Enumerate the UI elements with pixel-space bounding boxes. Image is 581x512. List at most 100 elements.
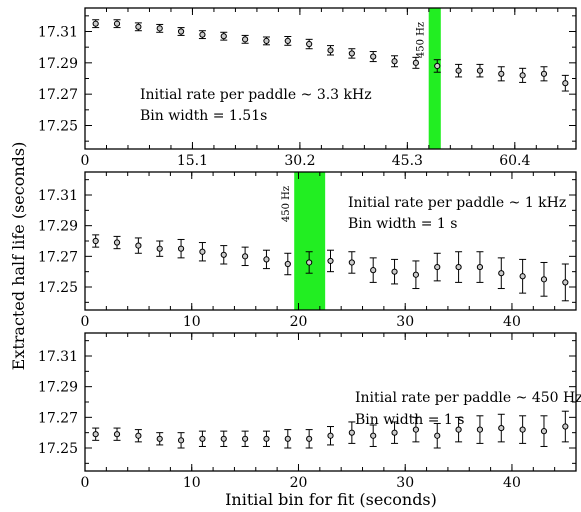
marker — [135, 432, 142, 439]
marker — [284, 260, 291, 268]
data-point — [561, 263, 569, 302]
y-tick-label: 17.31 — [38, 349, 78, 365]
data-point — [113, 235, 121, 250]
data-point — [305, 251, 313, 274]
band-label: 450 Hz — [416, 22, 427, 58]
marker — [455, 67, 462, 74]
data-point — [476, 251, 484, 283]
marker — [156, 435, 163, 442]
marker — [177, 245, 185, 252]
marker — [306, 40, 313, 48]
data-point — [327, 426, 334, 446]
marker — [391, 429, 398, 436]
marker — [370, 267, 377, 274]
x-tick-label: 45.3 — [392, 153, 423, 169]
data-point — [476, 415, 484, 444]
annotation: Initial rate per paddle ~ 450 Hz — [355, 390, 581, 406]
marker — [242, 253, 249, 260]
marker — [327, 257, 334, 265]
marker — [284, 435, 291, 442]
data-point — [455, 63, 463, 78]
marker — [370, 53, 377, 60]
data-point — [369, 51, 377, 63]
marker — [412, 271, 419, 278]
marker — [199, 435, 206, 442]
data-point — [348, 48, 356, 59]
marker — [498, 70, 505, 77]
marker — [156, 245, 163, 252]
marker — [391, 268, 398, 275]
marker — [348, 429, 355, 436]
data-point — [497, 66, 505, 82]
marker — [92, 431, 99, 438]
marker — [476, 67, 484, 74]
marker — [498, 270, 505, 277]
marker — [177, 437, 185, 444]
data-point — [177, 238, 185, 259]
marker — [476, 426, 484, 433]
data-point — [284, 429, 292, 449]
marker — [519, 72, 526, 79]
x-tick-label: 15.1 — [177, 153, 208, 169]
marker — [199, 31, 206, 38]
data-point — [561, 74, 569, 92]
x-tick-label: 40 — [503, 475, 521, 491]
data-point — [433, 59, 441, 73]
marker — [92, 237, 99, 245]
marker — [135, 23, 142, 30]
data-points — [92, 19, 569, 92]
marker — [92, 20, 99, 27]
data-point — [92, 234, 100, 248]
data-point — [113, 427, 121, 441]
x-tick-label: 20 — [290, 475, 308, 491]
data-point — [241, 34, 249, 44]
data-point — [92, 19, 100, 29]
data-point — [391, 258, 399, 285]
panel-3: 17.25 17.27 17.29 17.31 0 10 20 30 40 Initial rat… — [38, 332, 581, 491]
data-point — [369, 257, 377, 283]
marker — [391, 58, 398, 65]
band-450hz — [428, 8, 441, 149]
annotation: Bin width = 1 s — [348, 216, 457, 232]
data-point — [561, 410, 569, 443]
marker — [220, 33, 227, 40]
annotation: Initial rate per paddle ~ 1 kHz — [348, 195, 566, 211]
data-point — [262, 430, 270, 447]
data-point — [519, 67, 527, 83]
data-point — [305, 429, 313, 449]
y-tick-label: 17.27 — [38, 410, 78, 426]
marker — [434, 432, 441, 439]
data-point — [412, 416, 420, 443]
data-point — [284, 252, 292, 276]
data-point — [134, 237, 142, 254]
x-axis-label: Initial bin for fit (seconds) — [225, 490, 437, 509]
marker — [220, 435, 227, 442]
marker — [263, 37, 270, 45]
data-point — [540, 415, 548, 447]
band-450hz — [294, 172, 326, 310]
y-tick-label: 17.29 — [38, 56, 78, 72]
x-tick-label: 0 — [81, 153, 90, 169]
marker — [113, 20, 121, 27]
marker — [177, 28, 185, 35]
data-point — [134, 429, 142, 443]
x-tick-label: 40 — [503, 314, 521, 330]
data-point — [540, 66, 548, 82]
data-point — [241, 246, 249, 267]
data-point — [519, 415, 527, 444]
data-point — [476, 63, 484, 78]
marker — [156, 25, 163, 32]
marker — [540, 428, 548, 435]
marker — [498, 424, 505, 432]
x-tick-label: 30.2 — [284, 153, 315, 169]
data-point — [156, 23, 164, 33]
y-axis-label: Extracted half life (seconds) — [9, 142, 28, 371]
annotation: Initial rate per paddle ~ 3.3 kHz — [140, 87, 372, 103]
x-tick-label: 0 — [81, 314, 90, 330]
data-point — [156, 432, 164, 446]
marker — [348, 50, 355, 57]
data-point — [305, 38, 313, 50]
marker — [135, 242, 142, 249]
data-point — [92, 427, 100, 441]
marker — [327, 47, 334, 54]
